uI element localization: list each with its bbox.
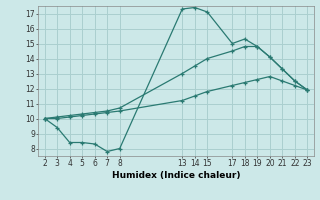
X-axis label: Humidex (Indice chaleur): Humidex (Indice chaleur): [112, 171, 240, 180]
